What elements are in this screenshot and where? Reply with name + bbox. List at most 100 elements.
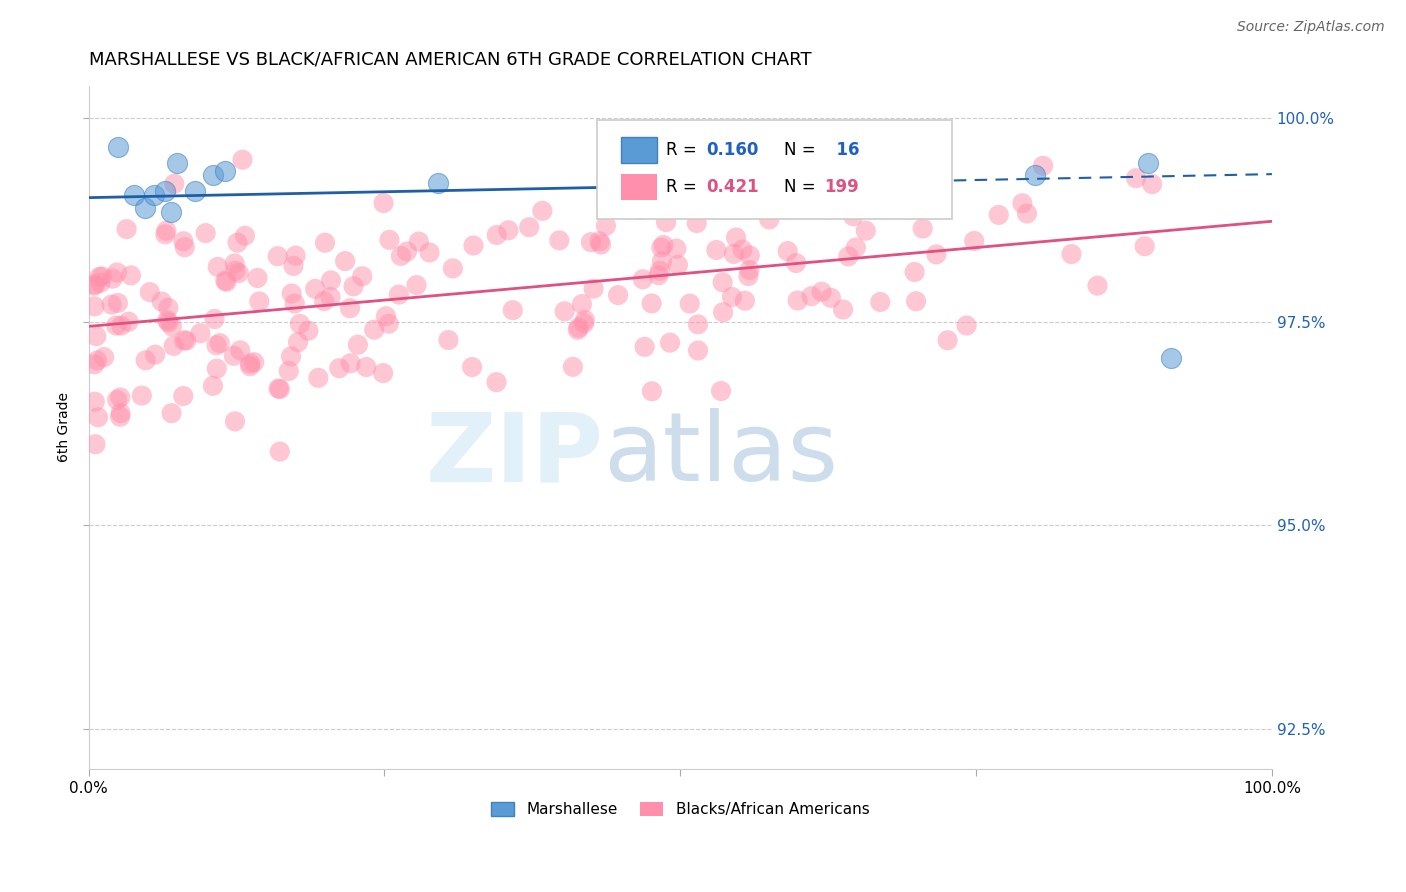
Point — [561, 359, 583, 374]
Point — [224, 414, 246, 428]
Text: N =: N = — [785, 141, 821, 159]
Point — [648, 263, 671, 277]
Point — [738, 263, 761, 277]
Point — [155, 227, 177, 242]
Point — [87, 410, 110, 425]
Text: MARSHALLESE VS BLACK/AFRICAN AMERICAN 6TH GRADE CORRELATION CHART: MARSHALLESE VS BLACK/AFRICAN AMERICAN 6T… — [89, 51, 811, 69]
Point — [502, 303, 524, 318]
Point — [905, 169, 928, 183]
Point — [628, 202, 651, 217]
Point — [188, 326, 211, 341]
Point — [110, 318, 132, 333]
Text: N =: N = — [785, 178, 821, 195]
Point — [243, 355, 266, 369]
Point — [226, 235, 249, 250]
Point — [143, 348, 166, 362]
Point — [229, 343, 252, 358]
Point — [652, 238, 675, 252]
Point — [568, 320, 591, 334]
Text: 16: 16 — [824, 141, 859, 159]
Point — [408, 235, 430, 249]
Point — [222, 349, 245, 363]
Point — [280, 286, 302, 301]
Point — [156, 313, 179, 327]
Point — [731, 243, 754, 257]
Point — [588, 234, 610, 248]
Point — [135, 353, 157, 368]
Point — [214, 164, 236, 178]
Point — [1060, 247, 1083, 261]
Point — [105, 392, 128, 407]
Text: ZIP: ZIP — [426, 409, 603, 501]
Point — [142, 188, 165, 202]
Point — [246, 271, 269, 285]
Point — [396, 244, 419, 259]
Point — [224, 256, 246, 270]
Point — [837, 249, 859, 263]
Point — [194, 226, 217, 240]
Bar — [621, 174, 657, 200]
Point — [277, 364, 299, 378]
Point — [288, 317, 311, 331]
Point — [911, 221, 934, 235]
Point — [107, 296, 129, 310]
Point — [776, 244, 799, 258]
Point — [574, 313, 596, 327]
Point — [166, 156, 188, 170]
Point — [267, 249, 290, 263]
Point — [215, 275, 238, 289]
Point — [120, 268, 142, 283]
Point — [463, 238, 485, 252]
Point — [287, 335, 309, 350]
Point — [485, 227, 508, 242]
Point — [110, 406, 132, 420]
Point — [374, 310, 396, 324]
Point — [554, 304, 576, 318]
Point — [163, 177, 186, 191]
Point — [686, 216, 709, 230]
Text: R =: R = — [666, 141, 702, 159]
Point — [105, 266, 128, 280]
Point — [84, 437, 107, 451]
Point — [314, 235, 336, 250]
Point — [1032, 159, 1054, 173]
Text: atlas: atlas — [603, 409, 838, 501]
Point — [595, 219, 617, 233]
Point — [319, 290, 342, 304]
Point — [110, 391, 132, 405]
Point — [162, 339, 184, 353]
Point — [160, 204, 183, 219]
Point — [405, 278, 427, 293]
Point — [589, 237, 612, 252]
Point — [711, 275, 734, 289]
Point — [115, 222, 138, 236]
Point — [686, 164, 709, 178]
Point — [706, 243, 728, 257]
Point — [643, 183, 665, 197]
Point — [83, 277, 105, 292]
Point — [925, 247, 948, 261]
Point — [363, 323, 385, 337]
Point — [737, 268, 759, 283]
Point — [208, 336, 231, 351]
Point — [655, 215, 678, 229]
Text: R =: R = — [666, 178, 702, 195]
Point — [665, 242, 688, 256]
Point — [83, 357, 105, 371]
Point — [373, 196, 395, 211]
Point — [738, 248, 761, 262]
Point — [157, 301, 180, 315]
Point — [83, 278, 105, 293]
Point — [724, 230, 747, 244]
Point — [582, 282, 605, 296]
Point — [356, 359, 378, 374]
Point — [437, 333, 460, 347]
Point — [1136, 156, 1159, 170]
Point — [100, 297, 122, 311]
Point — [91, 269, 114, 284]
Point — [333, 254, 356, 268]
Point — [283, 259, 305, 273]
Text: 0.421: 0.421 — [706, 178, 759, 195]
Point — [686, 318, 709, 332]
Point — [239, 359, 262, 374]
